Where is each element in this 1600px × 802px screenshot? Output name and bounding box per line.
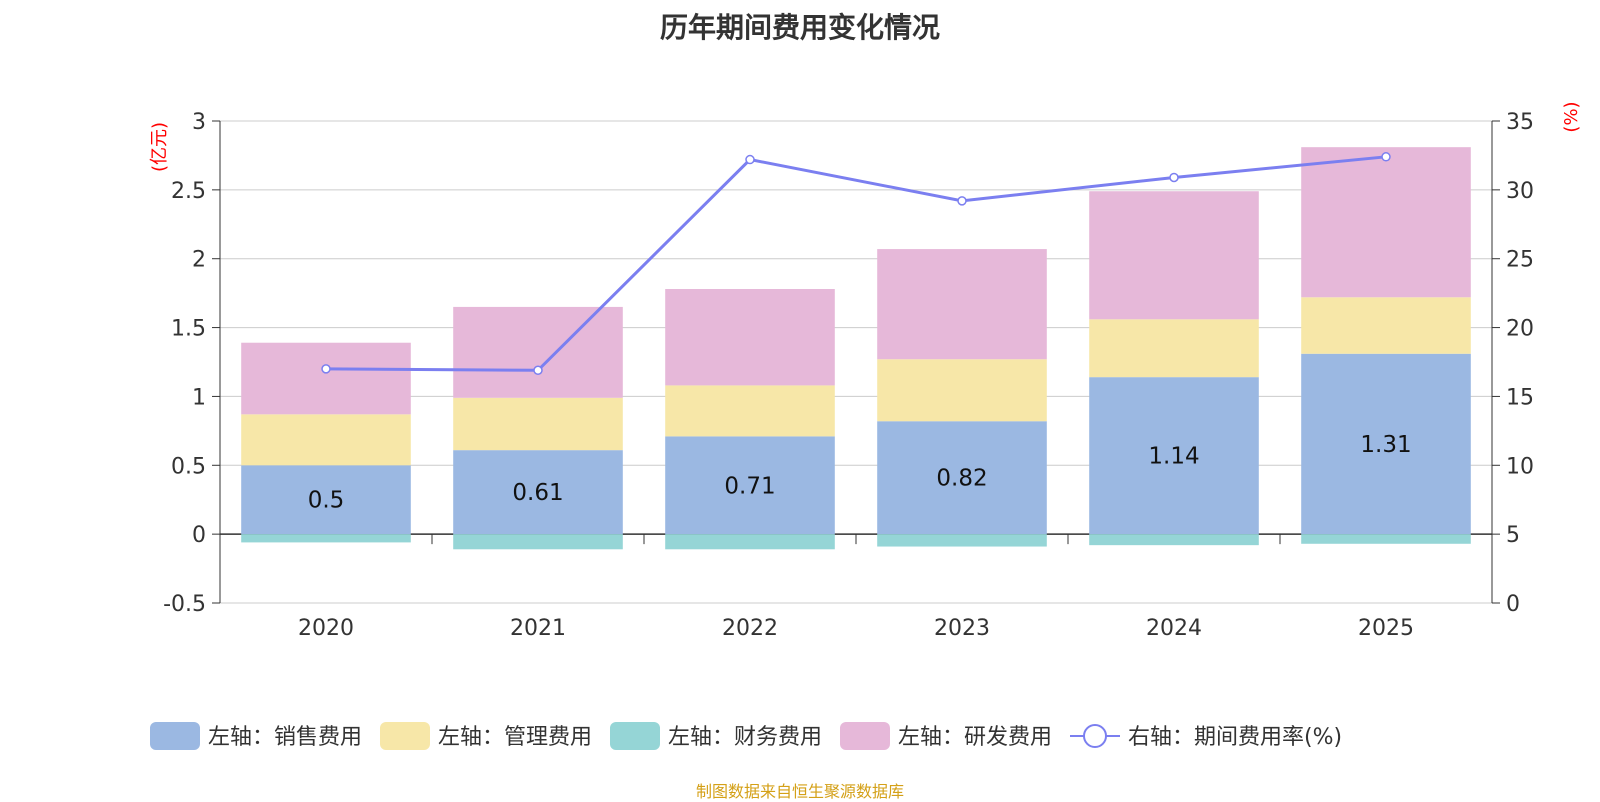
bar: [241, 534, 411, 543]
bar-value-label: 0.5: [308, 488, 345, 514]
left-tick-label: -0.5: [163, 592, 206, 617]
legend-label: 左轴：财务费用: [668, 725, 822, 750]
legend-swatch: [840, 722, 890, 750]
legend-label: 左轴：研发费用: [898, 725, 1052, 750]
bar: [1301, 297, 1471, 354]
line-point: [745, 154, 755, 165]
bar: [665, 289, 835, 386]
legend-label: 右轴：期间费用率(%): [1128, 725, 1342, 750]
right-tick-label: 20: [1506, 317, 1534, 342]
left-tick-label: 0.5: [171, 454, 206, 479]
x-tick-label: 2023: [934, 616, 990, 641]
bar: [241, 465, 411, 535]
bar: [453, 534, 623, 550]
left-tick-label: 1: [192, 385, 206, 410]
left-tick-label: 2.5: [171, 179, 206, 204]
right-tick-label: 5: [1506, 523, 1520, 548]
line-point: [533, 365, 543, 376]
right-tick-label: 30: [1506, 179, 1534, 204]
right-tick-label: 35: [1506, 110, 1534, 135]
bar: [1089, 319, 1259, 378]
bar: [665, 436, 835, 535]
bar: [665, 534, 835, 550]
right-tick-label: 25: [1506, 248, 1534, 273]
x-tick-label: 2024: [1146, 616, 1202, 641]
bar-value-label: 0.82: [936, 466, 987, 492]
left-tick-label: 3: [192, 110, 206, 135]
series-line: [325, 155, 1387, 372]
bar: [453, 397, 623, 451]
x-tick-label: 2021: [510, 616, 566, 641]
bar-value-label: 1.14: [1148, 444, 1199, 470]
data-source-footer: 制图数据来自恒生聚源数据库: [695, 782, 904, 801]
legend-label: 左轴：销售费用: [208, 725, 362, 750]
legend-line-marker: [1083, 724, 1107, 748]
bar: [877, 421, 1047, 535]
x-tick-label: 2022: [722, 616, 778, 641]
bar-value-label: 1.31: [1360, 432, 1411, 458]
bar: [1089, 377, 1259, 535]
bar: [1301, 147, 1471, 298]
bar: [453, 306, 623, 398]
bar: [1089, 191, 1259, 320]
bar-value-label: 0.71: [724, 473, 775, 499]
bar: [241, 414, 411, 466]
bar: [1089, 534, 1259, 546]
bar: [453, 450, 623, 535]
legend-swatch: [150, 722, 200, 750]
legend-swatch: [610, 722, 660, 750]
chart-title: 历年期间费用变化情况: [659, 11, 940, 44]
bar: [241, 342, 411, 415]
bar: [1301, 353, 1471, 535]
bar: [665, 385, 835, 437]
right-tick-label: 15: [1506, 385, 1534, 410]
line-point: [957, 196, 967, 206]
right-axis-unit-label: (%): [1561, 101, 1582, 132]
left-axis-unit-label: (亿元): [149, 122, 170, 172]
bar-value-label: 0.61: [512, 480, 563, 506]
legend-swatch: [380, 722, 430, 750]
line-point: [1381, 152, 1391, 162]
left-tick-label: 1.5: [171, 317, 206, 342]
line-point: [1169, 172, 1179, 183]
x-tick-label: 2025: [1358, 616, 1414, 641]
bar: [877, 534, 1047, 547]
line-point: [321, 364, 331, 374]
left-tick-label: 0: [192, 523, 206, 548]
right-tick-label: 0: [1506, 592, 1520, 617]
x-tick-label: 2020: [298, 616, 354, 641]
right-tick-label: 10: [1506, 454, 1534, 479]
bar: [877, 359, 1047, 422]
left-tick-label: 2: [192, 248, 206, 273]
legend-label: 左轴：管理费用: [438, 725, 592, 750]
bar: [877, 249, 1047, 360]
bar: [1301, 534, 1471, 544]
